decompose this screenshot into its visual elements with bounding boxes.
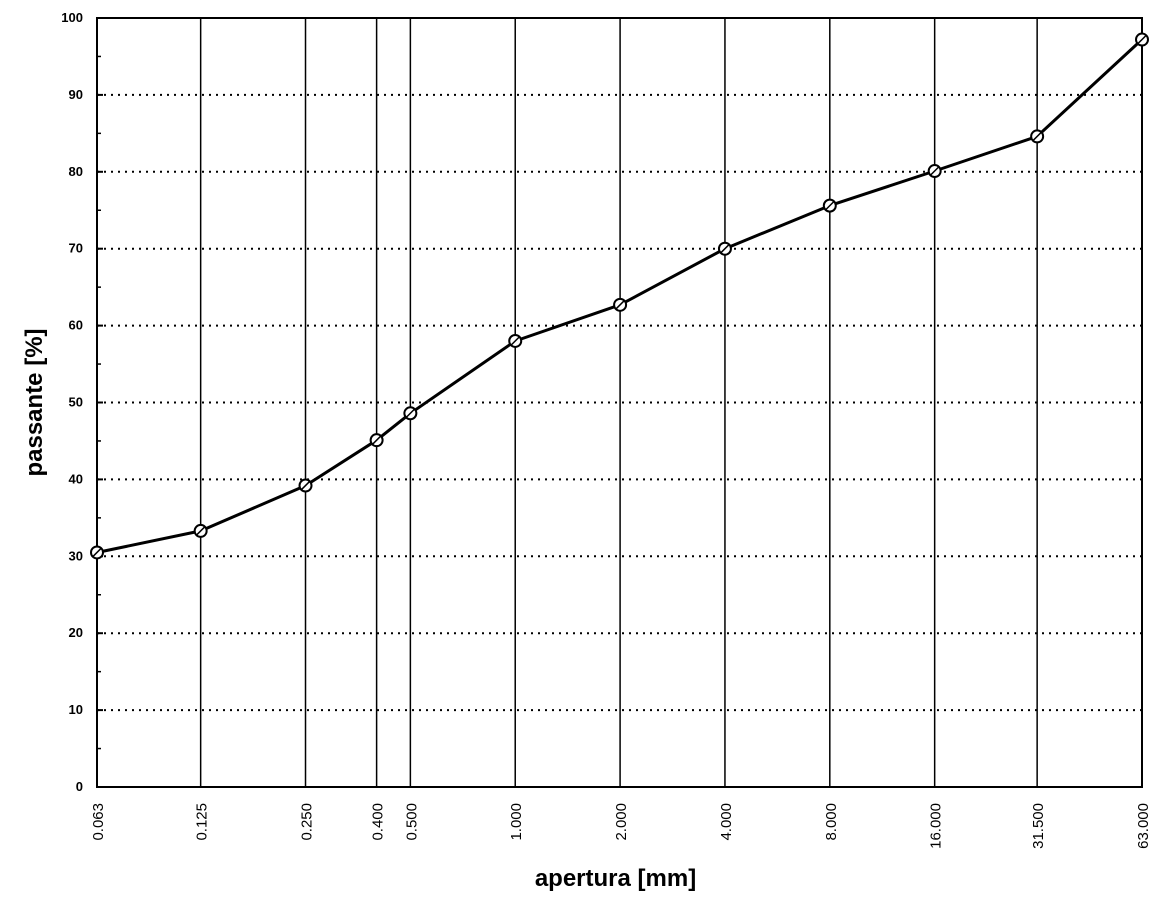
data-point-cross	[825, 201, 835, 211]
data-point-cross	[1032, 131, 1042, 141]
data-point-cross	[196, 526, 206, 536]
x-axis: 0.063 0.125 0.250 0.400 0.500 1.000 2.000 4.000…	[90, 803, 1152, 849]
series-line	[96, 38, 1144, 554]
y-tick-label: 70	[69, 241, 83, 256]
y-tick-label: 30	[69, 548, 83, 563]
x-tick-label: 31.500	[1030, 803, 1047, 849]
x-tick-label: 4.000	[718, 803, 735, 841]
y-tick-label: 80	[69, 164, 83, 179]
data-point	[613, 297, 628, 312]
data-point	[1135, 32, 1149, 47]
data-point-cross	[92, 547, 102, 557]
x-tick-label: 2.000	[613, 803, 630, 841]
x-tick-label: 0.400	[370, 803, 387, 841]
x-axis-title: apertura [mm]	[535, 865, 696, 892]
x-tick-label: 0.063	[90, 803, 107, 841]
y-tick-label: 40	[69, 471, 83, 486]
data-point-cross	[1137, 35, 1147, 45]
data-point	[298, 478, 313, 493]
y-tick-label: 90	[69, 87, 83, 102]
x-tick-label: 0.500	[403, 803, 420, 841]
grid	[97, 18, 1142, 787]
data-point-cross	[300, 481, 311, 491]
series	[90, 32, 1149, 560]
data-point	[1030, 129, 1045, 144]
data-point-cross	[615, 300, 625, 310]
data-point	[927, 164, 942, 179]
y-tick-label: 20	[69, 625, 83, 640]
data-point	[822, 198, 837, 213]
data-point-cross	[510, 336, 520, 346]
data-point-cross	[372, 435, 382, 445]
y-tick-label: 60	[69, 318, 83, 333]
data-point	[193, 523, 208, 538]
data-point	[90, 545, 104, 560]
y-tick-label: 10	[69, 702, 83, 717]
data-point	[403, 406, 418, 421]
data-point-cross	[405, 408, 415, 418]
x-tick-label: 8.000	[823, 803, 840, 841]
y-tick-label: 0	[76, 779, 83, 794]
x-tick-label: 1.000	[508, 803, 525, 841]
data-point-cross	[930, 166, 940, 176]
x-tick-label: 16.000	[928, 803, 945, 849]
data-point	[508, 333, 523, 348]
data-point	[369, 433, 384, 448]
y-tick-label: 50	[69, 395, 83, 410]
y-axis: 0 10 20 30 40 50 60 70 80 90 100	[61, 10, 103, 794]
x-tick-label: 0.125	[194, 803, 211, 841]
y-axis-title: passante [%]	[21, 328, 48, 476]
data-point	[717, 241, 732, 256]
x-tick-label: 63.000	[1135, 803, 1152, 849]
y-tick-label: 100	[61, 10, 83, 25]
data-point-cross	[720, 244, 730, 254]
x-tick-label: 0.250	[299, 803, 316, 841]
